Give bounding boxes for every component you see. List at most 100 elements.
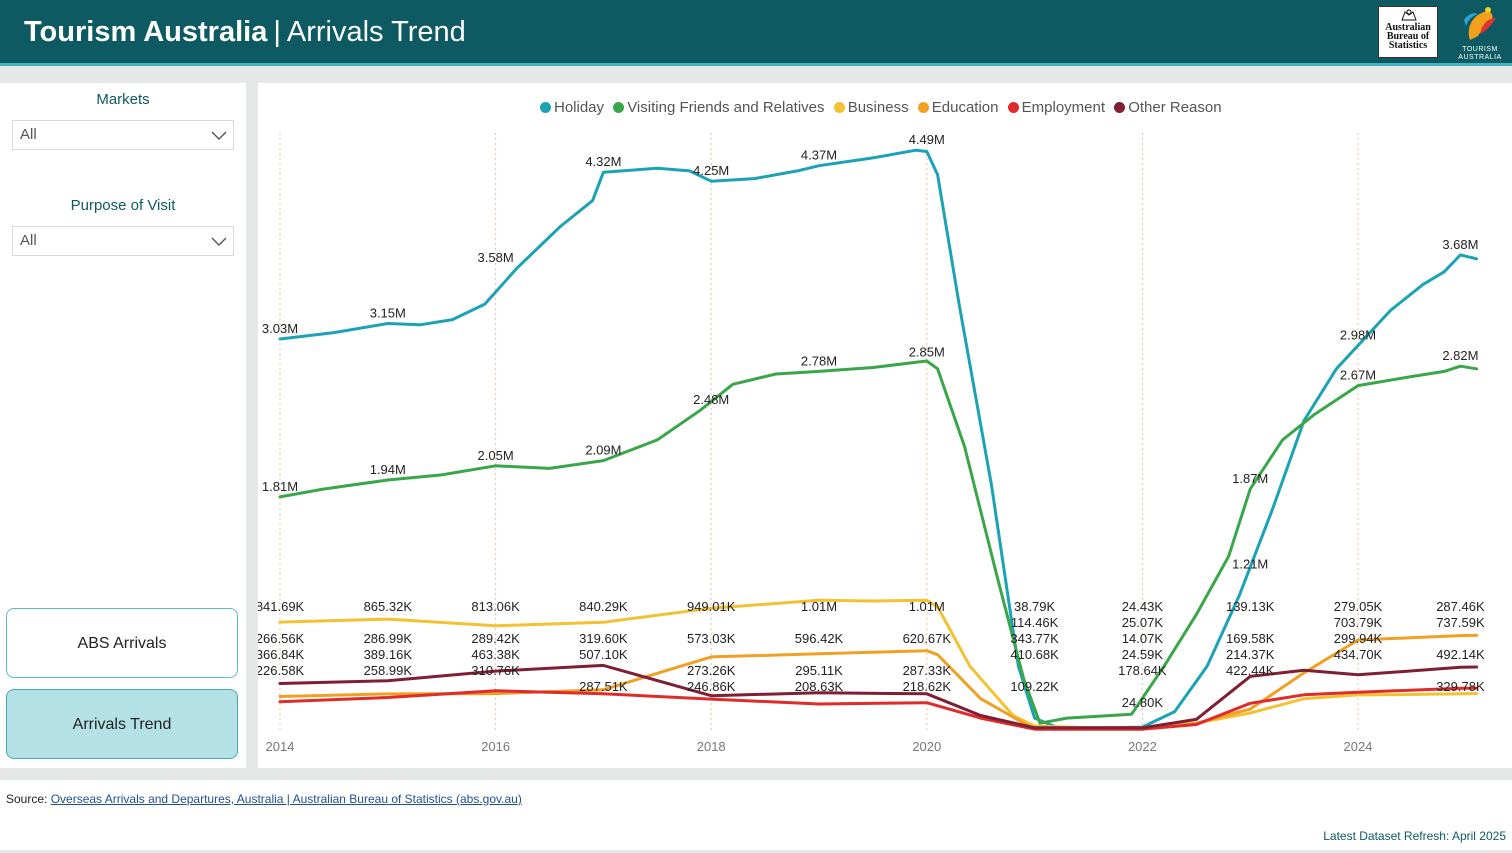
data-label: 329.78K: [1436, 679, 1485, 694]
legend-dot-icon: [613, 102, 625, 113]
data-label: 114.46K: [1011, 615, 1059, 630]
data-label: 703.79K: [1334, 615, 1383, 630]
dataset-refresh: Latest Dataset Refresh: April 2025: [1323, 829, 1506, 843]
data-label: 289.42K: [471, 631, 520, 646]
data-label: 4.32M: [585, 154, 621, 169]
arrivals-line-chart[interactable]: 2014 2016 2018 2020 2022 2024 3.03M 3.15M 3.58M 4…: [258, 83, 1512, 768]
chevron-down-icon: [211, 237, 227, 246]
filter-panel: Markets All Purpose of Visit All ABS Arr…: [0, 83, 246, 768]
data-label: 286.99K: [364, 631, 413, 646]
legend-vfr[interactable]: Visiting Friends and Relatives: [613, 99, 825, 116]
legend-business[interactable]: Business: [833, 99, 909, 116]
legend-employment[interactable]: Employment: [1007, 99, 1106, 116]
data-label: 4.49M: [909, 132, 945, 147]
kangaroo-icon: [1464, 7, 1496, 40]
x-tick-label: 2020: [912, 739, 941, 754]
data-label: 178.64K: [1118, 663, 1167, 678]
x-tick-label: 2016: [481, 739, 510, 754]
data-label: 258.99K: [364, 663, 413, 678]
legend-dot-icon: [540, 102, 551, 113]
data-label: 1.81M: [262, 479, 298, 494]
data-label: 2.09M: [585, 443, 621, 458]
x-tick-label: 2024: [1344, 739, 1373, 754]
legend-label: Business: [847, 99, 909, 116]
x-tick-label: 2022: [1128, 739, 1157, 754]
data-label: 169.58K: [1226, 631, 1275, 646]
data-label: 1.94M: [370, 462, 406, 477]
legend-holiday[interactable]: Holiday: [540, 99, 604, 116]
data-label: 434.70K: [1334, 647, 1383, 662]
series-line-employment: [278, 686, 1479, 731]
legend-label: Visiting Friends and Relatives: [627, 99, 825, 116]
data-label: 14.07K: [1122, 631, 1164, 646]
title-separator: |: [273, 16, 281, 48]
legend-label: Other Reason: [1128, 99, 1222, 116]
abs-arrivals-button[interactable]: ABS Arrivals: [6, 608, 238, 678]
legend-label: Education: [931, 99, 999, 116]
source-link[interactable]: Overseas Arrivals and Departures, Austra…: [50, 792, 522, 806]
data-label: 4.37M: [801, 148, 837, 163]
series-line-holiday: [278, 148, 1479, 730]
markets-value: All: [20, 126, 37, 143]
data-label: 310.76K: [471, 663, 520, 678]
data-label: 1.01M: [801, 599, 837, 614]
footer: Source: Overseas Arrivals and Departures…: [0, 780, 1512, 850]
data-label: 287.46K: [1436, 599, 1485, 614]
legend-education[interactable]: Education: [917, 99, 999, 116]
legend-other-reason[interactable]: Other Reason: [1114, 99, 1222, 116]
data-label: 492.14K: [1436, 647, 1485, 662]
data-label: 1.01M: [909, 599, 945, 614]
data-label: 299.94K: [1334, 631, 1383, 646]
x-tick-label: 2018: [697, 739, 726, 754]
data-label: 1.87M: [1232, 471, 1268, 486]
data-label: 208.63K: [795, 679, 844, 694]
series-line-visiting-friends-and-relatives: [278, 359, 1479, 725]
data-label: 3.03M: [262, 321, 298, 336]
data-label: 2.98M: [1340, 328, 1376, 343]
data-label: 3.58M: [478, 250, 514, 265]
data-label: 319.60K: [579, 631, 628, 646]
data-label: 287.33K: [903, 663, 952, 678]
source-prefix: Source:: [6, 792, 51, 806]
x-tick-label: 2014: [266, 739, 295, 754]
data-label: 2.78M: [801, 353, 837, 368]
data-label: 24.59K: [1122, 647, 1164, 662]
data-label: 139.13K: [1226, 599, 1275, 614]
data-label: 2.82M: [1442, 348, 1478, 363]
title-light: Arrivals Trend: [286, 16, 466, 48]
data-label: 24.80K: [1122, 695, 1164, 710]
data-label: 422.44K: [1226, 663, 1275, 678]
data-label: 218.62K: [903, 679, 952, 694]
data-label: 410.68K: [1010, 647, 1059, 662]
data-label: 2.85M: [909, 344, 945, 359]
data-label: 737.59K: [1436, 615, 1485, 630]
source-text: Source: Overseas Arrivals and Departures…: [6, 792, 522, 806]
abs-logo-line2: Bureau of: [1386, 31, 1430, 42]
data-label: 226.58K: [258, 663, 305, 678]
header-bar: Tourism Australia | Arrivals Trend Austral…: [0, 0, 1512, 66]
data-label: 109.22K: [1010, 679, 1059, 694]
data-label: 4.25M: [693, 163, 729, 178]
series-line-education: [278, 633, 1479, 730]
data-label: 813.06K: [471, 599, 520, 614]
chevron-down-icon: [211, 131, 227, 140]
data-label: 25.07K: [1122, 615, 1164, 630]
data-label: 620.67K: [903, 631, 952, 646]
data-label: 573.03K: [687, 631, 736, 646]
arrivals-trend-button[interactable]: Arrivals Trend: [6, 689, 238, 759]
abs-logo-line1: Australian: [1385, 22, 1431, 33]
data-label: 246.86K: [687, 679, 736, 694]
series-line-other-reason: [278, 663, 1479, 730]
chart-panel: Holiday Visiting Friends and Relatives B…: [258, 83, 1512, 768]
data-label: 2.48M: [693, 392, 729, 407]
abs-logo-line3: Statistics: [1388, 40, 1428, 51]
chart-legend: Holiday Visiting Friends and Relatives B…: [540, 99, 1227, 116]
title-bold: Tourism Australia: [24, 16, 268, 48]
legend-label: Employment: [1021, 99, 1106, 116]
legend-dot-icon: [1114, 102, 1126, 113]
data-label: 507.10K: [579, 647, 628, 662]
data-label: 3.68M: [1442, 237, 1478, 252]
markets-dropdown[interactable]: All: [12, 120, 234, 150]
legend-label: Holiday: [554, 99, 605, 116]
purpose-dropdown[interactable]: All: [12, 226, 234, 256]
